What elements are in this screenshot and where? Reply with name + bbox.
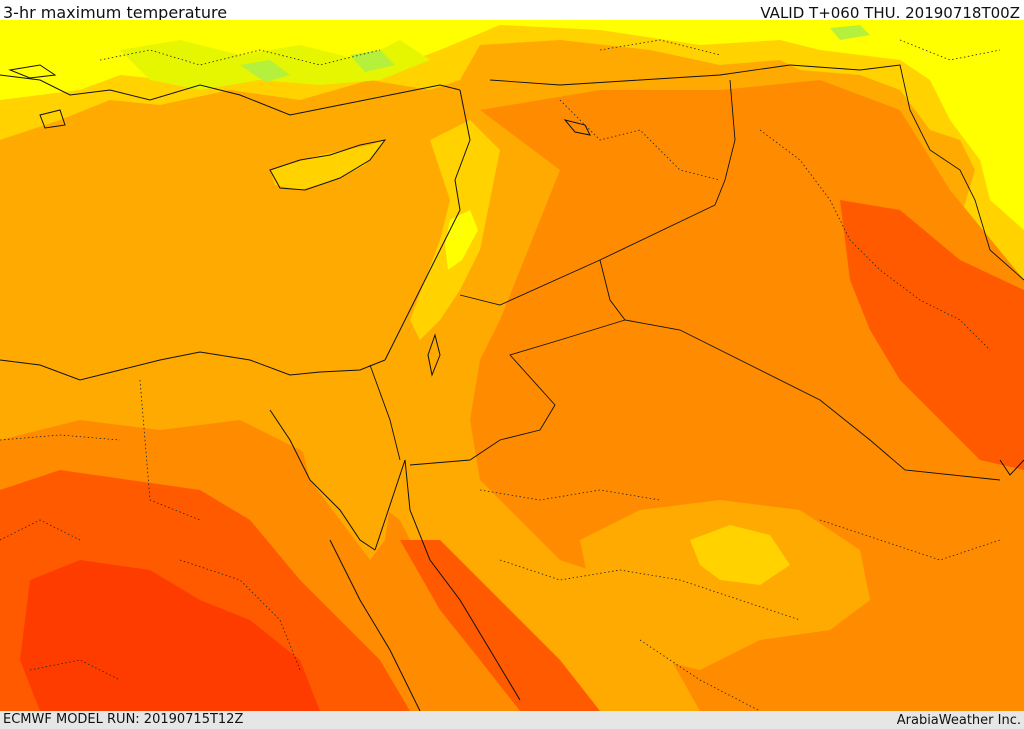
internal-borders	[0, 39, 1001, 711]
field-sinai	[300, 440, 395, 560]
field-saudi-light	[580, 500, 870, 670]
coast-lake-assad	[563, 119, 591, 136]
coast-aegean-islands	[8, 64, 66, 129]
inner-turkey	[99, 39, 1001, 66]
coast-redsea-west	[329, 539, 421, 711]
field-iraq-red	[840, 200, 1024, 470]
field-cyprus	[270, 140, 385, 190]
field-cool-green	[240, 25, 870, 82]
coast-egypt-north	[0, 351, 386, 381]
map-title: 3-hr maximum temperature	[3, 3, 228, 22]
coast-dead-sea	[427, 333, 441, 377]
inner-syria	[559, 99, 721, 181]
field-egypt-deep-red	[20, 560, 320, 711]
field-levant-light	[445, 210, 478, 270]
coastlines	[0, 64, 1024, 711]
border-jordan-iraq-saudi	[459, 204, 716, 306]
border-jordan-saudi	[409, 319, 626, 466]
valid-time: VALID T+060 THU. 20190718T00Z	[760, 4, 1020, 22]
coast-levant	[384, 89, 471, 361]
coast-cyprus	[269, 139, 387, 191]
field-redsea-band	[400, 540, 600, 711]
footer-bar	[0, 711, 1024, 729]
coast-turkey	[0, 74, 461, 116]
border-egypt-israel	[369, 364, 401, 461]
coast-persian-gulf	[999, 459, 1024, 476]
model-run-label: ECMWF MODEL RUN: 20190715T12Z	[3, 712, 244, 727]
header-bar	[0, 0, 1024, 20]
border-syria-iraq	[714, 79, 736, 206]
political-borders	[369, 64, 1024, 481]
border-syria-turkey	[489, 64, 791, 86]
border-iraq-iran	[789, 64, 1024, 281]
coast-gulf-aqaba	[374, 459, 406, 551]
coast-redsea-east	[404, 459, 521, 701]
border-saudi-iraq	[599, 259, 1001, 481]
credit-label: ArabiaWeather Inc.	[896, 713, 1021, 728]
field-yellow-turkey	[0, 20, 1024, 230]
inner-egypt	[0, 379, 301, 681]
temperature-map	[0, 20, 1024, 711]
coast-gulf-suez	[269, 409, 376, 551]
field-saudi-lighter	[690, 525, 790, 585]
field-yellow-north	[0, 20, 1024, 280]
